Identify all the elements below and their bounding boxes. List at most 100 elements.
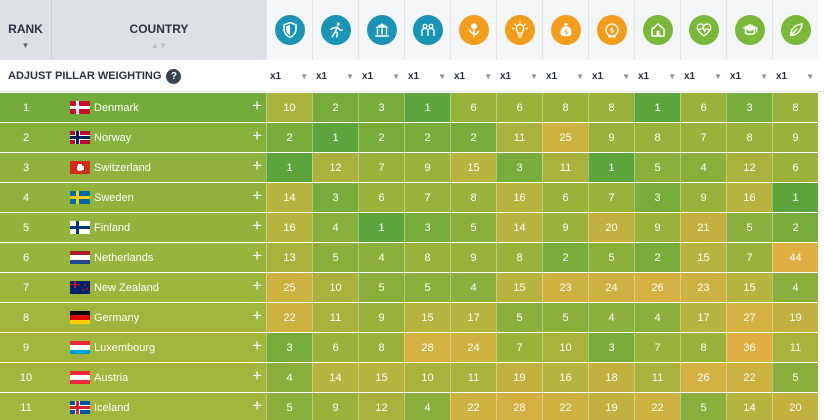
runner-icon[interactable]: [320, 15, 351, 45]
money-bag-icon[interactable]: $: [550, 15, 581, 45]
pillar-header-7[interactable]: $: [542, 0, 588, 60]
rank-column-header[interactable]: RANK ▼: [0, 0, 52, 60]
chevron-down-icon[interactable]: ▼: [622, 71, 630, 81]
country-cell[interactable]: Germany +: [52, 303, 266, 332]
graduation-cap-icon[interactable]: [734, 15, 765, 45]
country-name[interactable]: New Zealand: [94, 281, 159, 294]
chevron-down-icon[interactable]: ▼: [530, 71, 538, 81]
pillar-score-cell: 28: [404, 333, 450, 362]
heart-pulse-icon[interactable]: [688, 15, 719, 45]
country-cell[interactable]: Austria +: [52, 363, 266, 392]
country-name[interactable]: Denmark: [94, 101, 139, 114]
weight-select-11[interactable]: x1 ▼: [726, 60, 772, 92]
expand-plus-icon[interactable]: +: [252, 186, 262, 205]
coin-plant-icon[interactable]: [458, 15, 489, 45]
country-name[interactable]: Sweden: [94, 191, 134, 204]
expand-plus-icon[interactable]: +: [252, 246, 262, 265]
pillar-header-3[interactable]: [358, 0, 404, 60]
pillar-header-10[interactable]: [680, 0, 726, 60]
table-row[interactable]: 2 Norway +2 1 2 2 2 11 25 9 8 7 8 9: [0, 123, 824, 153]
table-row[interactable]: 6 Netherlands +13 5 4 8 9 8 2 5 2 15 7 44: [0, 243, 824, 273]
table-row[interactable]: 11 Iceland +5 9 12 4 22 28 22 19 22 5 14 20: [0, 393, 824, 420]
pillar-header-12[interactable]: [772, 0, 818, 60]
country-cell[interactable]: Netherlands +: [52, 243, 266, 272]
country-cell[interactable]: Sweden +: [52, 183, 266, 212]
country-name[interactable]: Austria: [94, 371, 129, 384]
pillar-header-1[interactable]: [266, 0, 312, 60]
country-cell[interactable]: New Zealand +: [52, 273, 266, 302]
weight-select-7[interactable]: x1 ▼: [542, 60, 588, 92]
expand-plus-icon[interactable]: +: [252, 336, 262, 355]
weight-select-4[interactable]: x1 ▼: [404, 60, 450, 92]
weight-select-8[interactable]: x1 ▼: [588, 60, 634, 92]
country-name[interactable]: Norway: [94, 131, 132, 144]
weight-select-2[interactable]: x1 ▼: [312, 60, 358, 92]
people-icon[interactable]: [412, 15, 443, 45]
expand-plus-icon[interactable]: +: [252, 396, 262, 415]
table-row[interactable]: 7 New Zealand +25 10 5 5 4 15 23 24 26 23 15 4: [0, 273, 824, 303]
expand-plus-icon[interactable]: +: [252, 96, 262, 115]
table-row[interactable]: 4 Sweden +14 3 6 7 8 16 6 7 3 9 16 1: [0, 183, 824, 213]
expand-plus-icon[interactable]: +: [252, 276, 262, 295]
pillar-header-6[interactable]: [496, 0, 542, 60]
table-row[interactable]: 8 Germany +22 11 9 15 17 5 5 4 4 17 27 19: [0, 303, 824, 333]
pillar-header-11[interactable]: [726, 0, 772, 60]
lightbulb-icon[interactable]: [504, 15, 535, 45]
weight-select-10[interactable]: x1 ▼: [680, 60, 726, 92]
pillar-header-4[interactable]: [404, 0, 450, 60]
country-cell[interactable]: Finland +: [52, 213, 266, 242]
country-name[interactable]: Germany: [94, 311, 140, 324]
country-name[interactable]: Netherlands: [94, 251, 154, 264]
rank-sort-icon[interactable]: ▼: [21, 41, 30, 50]
table-row[interactable]: 3 Switzerland +1 12 7 9 15 3 11 1 5 4 12 6: [0, 153, 824, 183]
table-row[interactable]: 9 Luxembourg +3 6 8 28 24 7 10 3 7 8 36 11: [0, 333, 824, 363]
chevron-down-icon[interactable]: ▼: [300, 71, 308, 81]
country-name[interactable]: Iceland: [94, 401, 130, 414]
weight-select-1[interactable]: x1 ▼: [266, 60, 312, 92]
chevron-down-icon[interactable]: ▼: [438, 71, 446, 81]
weight-select-12[interactable]: x1 ▼: [772, 60, 818, 92]
country-sort-icon[interactable]: ▲▼: [151, 41, 167, 50]
table-row[interactable]: 10 Austria +4 14 15 10 11 19 16 18 11 26 22 5: [0, 363, 824, 393]
pillar-header-2[interactable]: [312, 0, 358, 60]
expand-plus-icon[interactable]: +: [252, 156, 262, 175]
expand-plus-icon[interactable]: +: [252, 216, 262, 235]
chevron-down-icon[interactable]: ▼: [806, 71, 814, 81]
country-cell[interactable]: Switzerland +: [52, 153, 266, 182]
pillar-header-9[interactable]: [634, 0, 680, 60]
expand-plus-icon[interactable]: +: [252, 366, 262, 385]
pillar-score-cell: 5: [312, 243, 358, 272]
pillar-score-cell: 11: [542, 153, 588, 182]
country-column-header[interactable]: COUNTRY ▲▼: [52, 0, 266, 60]
country-cell[interactable]: Norway +: [52, 123, 266, 152]
table-row[interactable]: 1 Denmark +10 2 3 1 6 6 8 8 1 6 3 8: [0, 93, 824, 123]
house-icon[interactable]: [642, 15, 673, 45]
table-row[interactable]: 5 Finland +16 4 1 3 5 14 9 20 9 21 5 2: [0, 213, 824, 243]
shield-icon[interactable]: [274, 15, 305, 45]
help-icon[interactable]: ?: [166, 68, 182, 84]
chevron-down-icon[interactable]: ▼: [484, 71, 492, 81]
chevron-down-icon[interactable]: ▼: [760, 71, 768, 81]
bank-icon[interactable]: [366, 15, 397, 45]
chevron-down-icon[interactable]: ▼: [346, 71, 354, 81]
weight-select-3[interactable]: x1 ▼: [358, 60, 404, 92]
chevron-down-icon[interactable]: ▼: [668, 71, 676, 81]
country-cell[interactable]: Luxembourg +: [52, 333, 266, 362]
expand-plus-icon[interactable]: +: [252, 306, 262, 325]
coin-hand-icon[interactable]: $: [596, 15, 627, 45]
weight-select-5[interactable]: x1 ▼: [450, 60, 496, 92]
pillar-header-8[interactable]: $: [588, 0, 634, 60]
country-name[interactable]: Luxembourg: [94, 341, 156, 354]
weight-select-9[interactable]: x1 ▼: [634, 60, 680, 92]
country-cell[interactable]: Iceland +: [52, 393, 266, 420]
country-cell[interactable]: Denmark +: [52, 93, 266, 122]
country-name[interactable]: Switzerland: [94, 161, 151, 174]
pillar-header-5[interactable]: [450, 0, 496, 60]
expand-plus-icon[interactable]: +: [252, 126, 262, 145]
country-name[interactable]: Finland: [94, 221, 131, 234]
chevron-down-icon[interactable]: ▼: [714, 71, 722, 81]
weight-select-6[interactable]: x1 ▼: [496, 60, 542, 92]
chevron-down-icon[interactable]: ▼: [576, 71, 584, 81]
chevron-down-icon[interactable]: ▼: [392, 71, 400, 81]
leaf-icon[interactable]: [780, 15, 811, 45]
